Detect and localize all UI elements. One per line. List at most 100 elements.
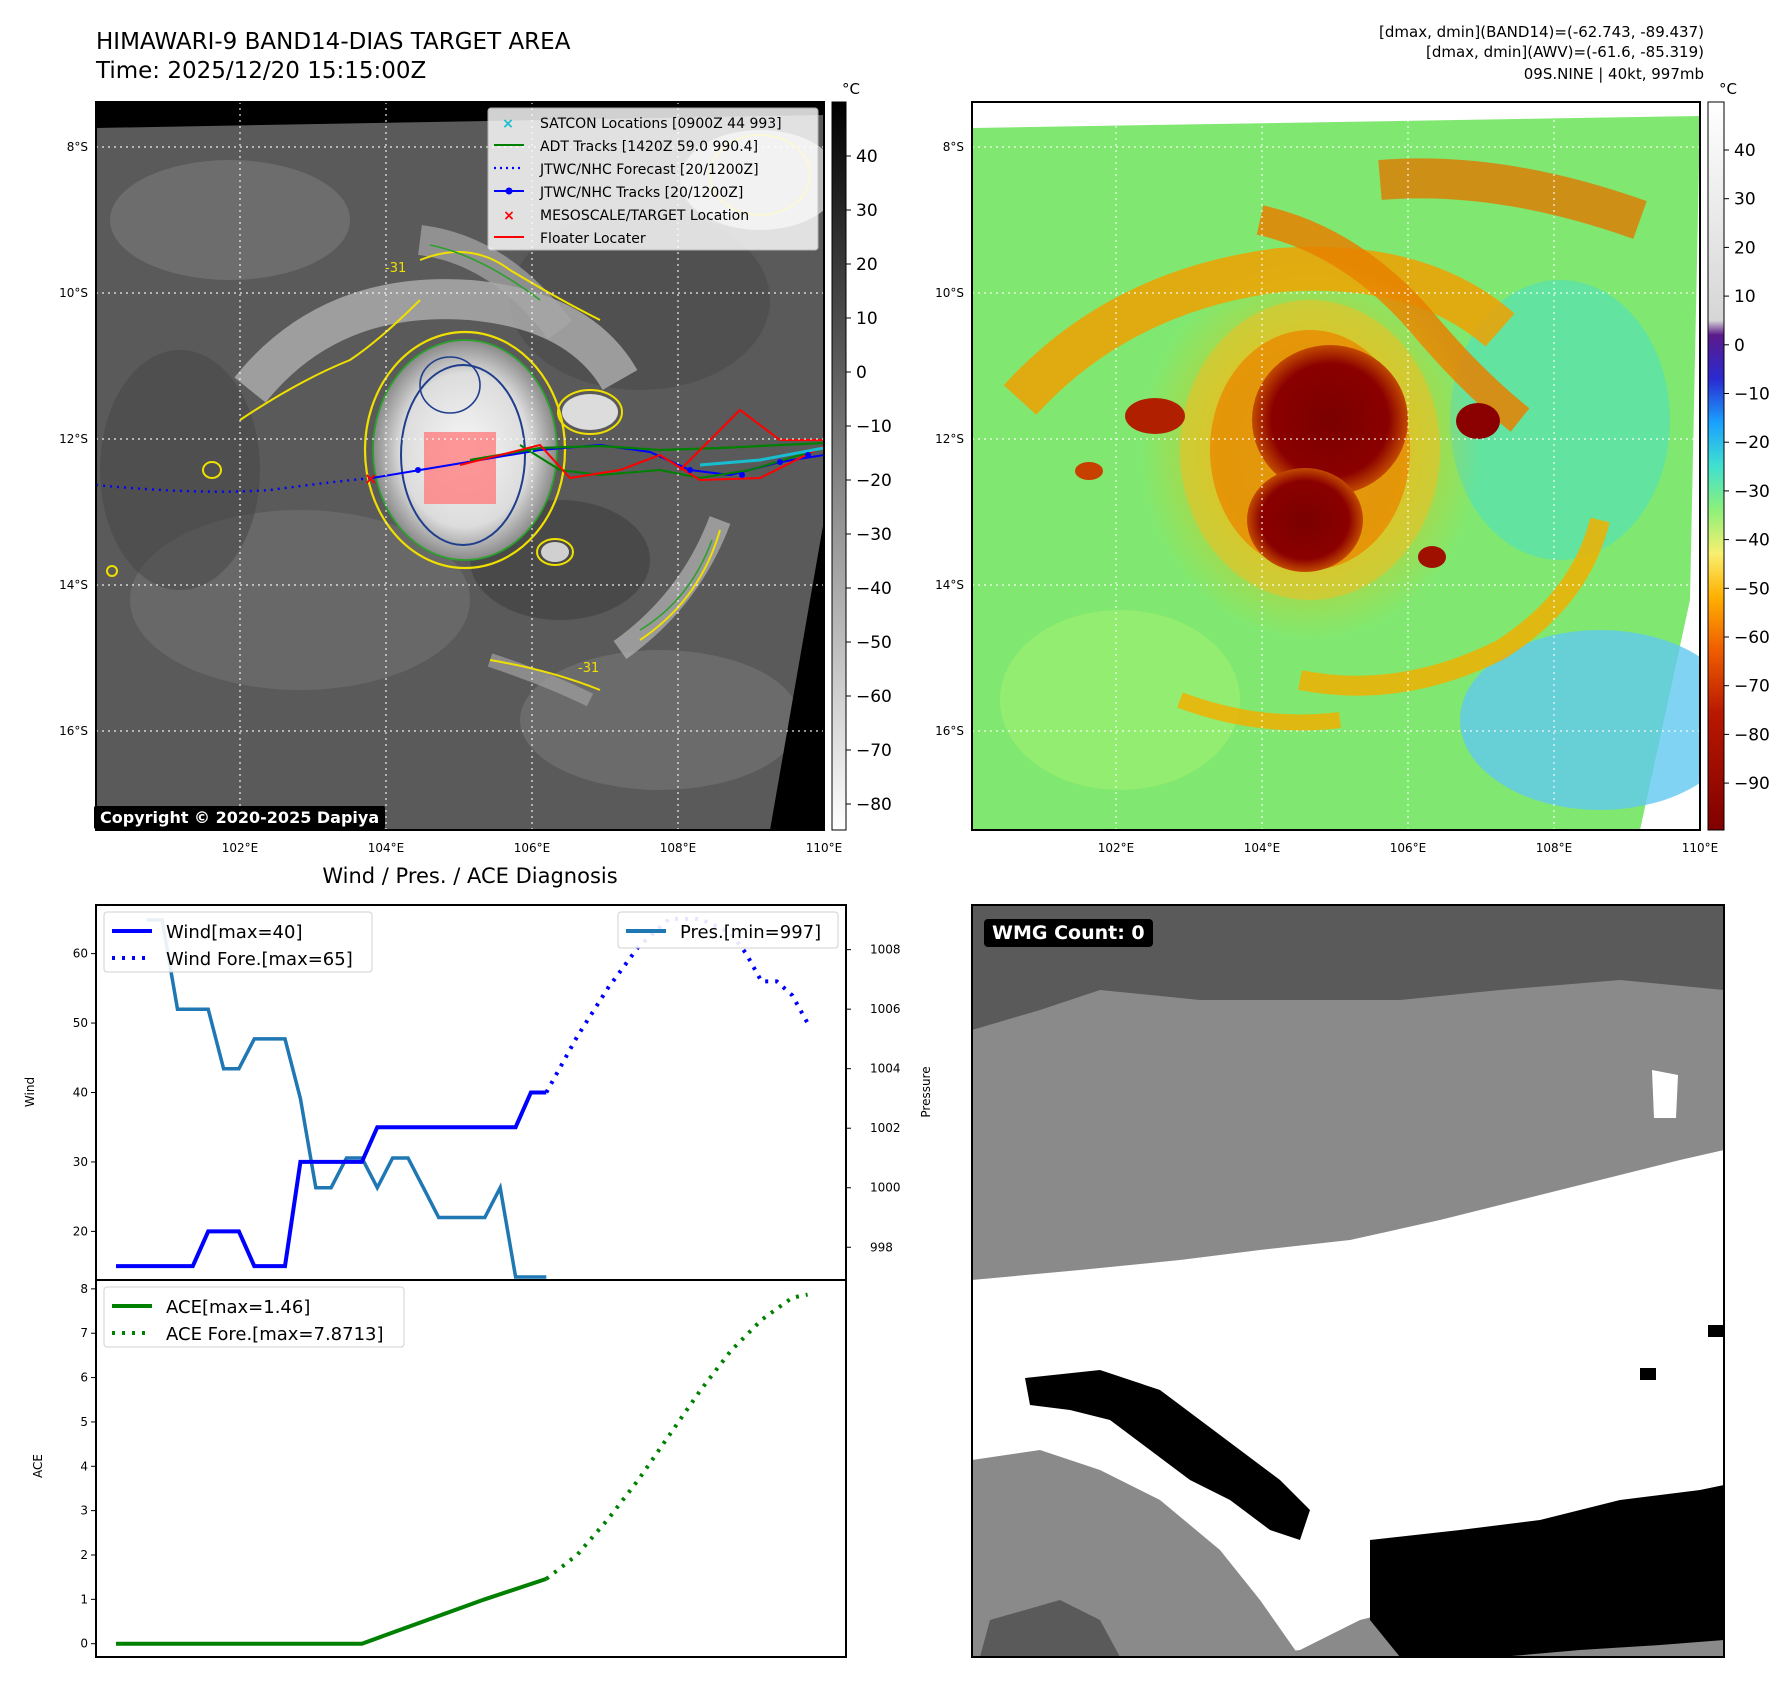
ir-map-lon-labels: 102°E 104°E 106°E 108°E 110°E xyxy=(222,841,843,855)
svg-text:106°E: 106°E xyxy=(514,841,551,855)
pressure-axis-tick-label: 1006 xyxy=(870,1002,901,1016)
wind-axis-label: Wind xyxy=(23,1077,37,1107)
svg-text:14°S: 14°S xyxy=(59,578,88,592)
map-legend: × SATCON Locations [0900Z 44 993] ADT Tr… xyxy=(487,107,819,251)
svg-text:Pres.[min=997]: Pres.[min=997] xyxy=(680,922,821,943)
color-map-lat-labels: 8°S 10°S 12°S 14°S 16°S xyxy=(935,140,964,738)
svg-text:MESOSCALE/TARGET Location: MESOSCALE/TARGET Location xyxy=(540,208,749,224)
ace-axis-tick-label: 3 xyxy=(80,1504,88,1518)
gray-colorbar-tick-label: 40 xyxy=(856,147,878,167)
color-colorbar-tick-label: −80 xyxy=(1734,725,1770,745)
svg-text:14°S: 14°S xyxy=(935,578,964,592)
svg-text:106°E: 106°E xyxy=(1390,841,1427,855)
gray-colorbar: °C 40 30 20 10 0 −10 −20 −30 −40 −50 −60 −70 −80 xyxy=(831,80,892,831)
legend-satcon: × SATCON Locations [0900Z 44 993] xyxy=(502,116,781,132)
wind-series-line xyxy=(116,1090,547,1269)
legend-mesoscale: × MESOSCALE/TARGET Location xyxy=(503,208,749,224)
svg-text:110°E: 110°E xyxy=(1682,841,1719,855)
svg-text:ACE[max=1.46]: ACE[max=1.46] xyxy=(166,1297,310,1318)
figure-title: HIMAWARI-9 BAND14-DIAS TARGET AREA xyxy=(96,29,571,55)
pressure-axis-tick-label: 998 xyxy=(870,1240,893,1254)
color-colorbar-tick-label: −30 xyxy=(1734,482,1770,502)
svg-text:JTWC/NHC Tracks [20/1200Z]: JTWC/NHC Tracks [20/1200Z] xyxy=(539,185,743,201)
legend-adt: ADT Tracks [1420Z 59.0 990.4] xyxy=(494,139,758,155)
svg-text:ACE Fore.[max=7.8713]: ACE Fore.[max=7.8713] xyxy=(166,1324,384,1345)
wmg-frame xyxy=(971,904,1725,1658)
color-colorbar-tick-label: −10 xyxy=(1734,385,1770,405)
ace-chart: 0 1 2 3 4 5 6 7 8 ACE ACE[max=1.46] ACE Fore.[ma… xyxy=(31,1279,847,1658)
pressure-axis-tick-label: 1002 xyxy=(870,1121,901,1135)
svg-text:104°E: 104°E xyxy=(1244,841,1281,855)
ace-axis-tick-label: 0 xyxy=(80,1637,88,1651)
color-colorbar: °C 40 30 20 10 0 −10 −20 −30 −40 −50 −60 −70 −80 −90 xyxy=(1707,80,1770,831)
gray-colorbar-tick-label: −60 xyxy=(856,687,892,707)
svg-text:Wind Fore.[max=65]: Wind Fore.[max=65] xyxy=(166,949,353,970)
svg-text:10°S: 10°S xyxy=(59,286,88,300)
ace-axis-tick-label: 6 xyxy=(80,1371,88,1385)
color-colorbar-tick-label: −70 xyxy=(1734,677,1770,697)
ace-axis-tick-label: 5 xyxy=(80,1415,88,1429)
svg-text:102°E: 102°E xyxy=(1098,841,1135,855)
color-map-frame xyxy=(971,101,1701,831)
svg-text:SATCON Locations [0900Z 44 993: SATCON Locations [0900Z 44 993] xyxy=(540,116,782,132)
svg-text:108°E: 108°E xyxy=(660,841,697,855)
wind-axis-tick-label: 40 xyxy=(73,1086,88,1100)
gray-colorbar-tick-label: −50 xyxy=(856,633,892,653)
target-x-marker: × xyxy=(364,469,377,488)
contour-label-1: -31 xyxy=(385,261,406,276)
wind-axis-tick-label: 20 xyxy=(73,1224,88,1238)
ace-axis-tick-label: 2 xyxy=(80,1548,88,1562)
svg-text:104°E: 104°E xyxy=(368,841,405,855)
info-storm: 09S.NINE | 40kt, 997mb xyxy=(1523,65,1704,83)
gray-colorbar-tick-label: 10 xyxy=(856,309,878,329)
legend-jtwc-forecast: JTWC/NHC Forecast [20/1200Z] xyxy=(494,162,759,178)
info-band14: [dmax, dmin](BAND14)=(-62.743, -89.437) xyxy=(1379,23,1704,41)
color-colorbar-tick-label: −40 xyxy=(1734,531,1770,551)
gray-colorbar-unit: °C xyxy=(842,80,860,98)
ace-forecast-line xyxy=(545,1292,808,1581)
svg-text:×: × xyxy=(502,116,514,132)
color-colorbar-tick-label: 40 xyxy=(1734,141,1756,161)
wind-axis-tick-label: 30 xyxy=(73,1155,88,1169)
svg-text:8°S: 8°S xyxy=(943,140,964,154)
legend-jtwc-tracks: JTWC/NHC Tracks [20/1200Z] xyxy=(494,185,743,201)
svg-text:Wind[max=40]: Wind[max=40] xyxy=(166,922,303,943)
ace-legend: ACE[max=1.46] ACE Fore.[max=7.8713] xyxy=(103,1286,405,1348)
color-colorbar-tick-label: −90 xyxy=(1734,774,1770,794)
color-colorbar-unit: °C xyxy=(1719,80,1737,98)
gray-colorbar-tick-label: −40 xyxy=(856,579,892,599)
svg-text:108°E: 108°E xyxy=(1536,841,1573,855)
svg-text:16°S: 16°S xyxy=(935,724,964,738)
wmg-count-badge: WMG Count: 0 xyxy=(984,919,1153,947)
color-colorbar-tick-label: −60 xyxy=(1734,628,1770,648)
svg-text:×: × xyxy=(503,208,515,224)
copyright-badge: Copyright © 2020-2025 Dapiya xyxy=(94,806,386,829)
color-colorbar-tick-label: −50 xyxy=(1734,579,1770,599)
ace-axis-tick-label: 7 xyxy=(80,1326,88,1340)
svg-text:8°S: 8°S xyxy=(67,140,88,154)
color-colorbar-tick-label: 0 xyxy=(1734,336,1745,356)
color-map-lon-labels: 102°E 104°E 106°E 108°E 110°E xyxy=(1098,841,1719,855)
gray-colorbar-tick-label: −10 xyxy=(856,417,892,437)
color-colorbar-tick-label: 10 xyxy=(1734,287,1756,307)
svg-text:12°S: 12°S xyxy=(59,432,88,446)
gray-colorbar-tick-label: −80 xyxy=(856,795,892,815)
gray-colorbar-tick-label: −20 xyxy=(856,471,892,491)
color-colorbar-tick-label: −20 xyxy=(1734,433,1770,453)
svg-text:JTWC/NHC Forecast [20/1200Z]: JTWC/NHC Forecast [20/1200Z] xyxy=(539,162,759,178)
svg-text:ADT Tracks [1420Z 59.0 990.4]: ADT Tracks [1420Z 59.0 990.4] xyxy=(540,139,758,155)
pressure-axis-label: Pressure xyxy=(919,1066,933,1117)
svg-text:Floater Locater: Floater Locater xyxy=(540,231,646,247)
pressure-series-line xyxy=(146,918,547,1279)
wind-chart: 20 30 40 50 60 998 1000 1002 1004 1006 1008 Wind … xyxy=(23,904,933,1281)
ace-series-line xyxy=(116,1577,547,1646)
gray-colorbar-tick-label: 30 xyxy=(856,201,878,221)
wind-axis-tick-label: 50 xyxy=(73,1016,88,1030)
ace-axis-tick-label: 4 xyxy=(80,1459,88,1473)
wind-axis-tick-label: 60 xyxy=(73,947,88,961)
ace-axis-tick-label: 8 xyxy=(80,1282,88,1296)
info-awv: [dmax, dmin](AWV)=(-61.6, -85.319) xyxy=(1425,43,1704,61)
svg-text:102°E: 102°E xyxy=(222,841,259,855)
ace-axis-tick-label: 1 xyxy=(80,1592,88,1606)
